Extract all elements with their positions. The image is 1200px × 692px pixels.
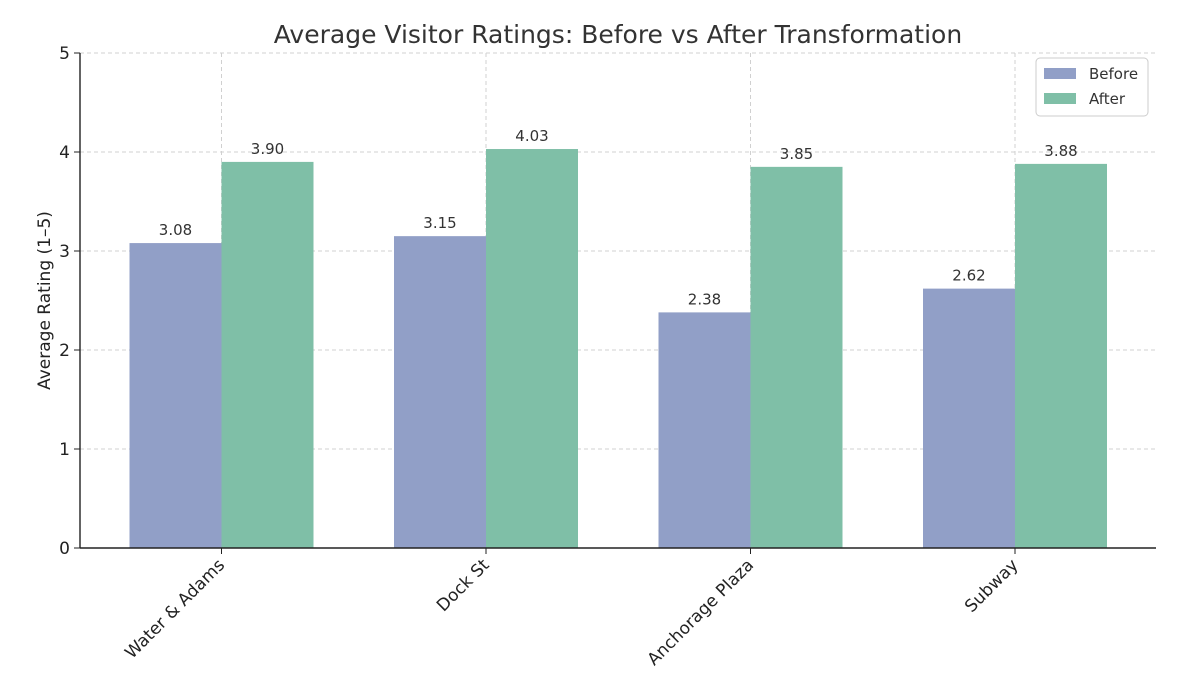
x-tick-label: Water & Adams (121, 555, 229, 663)
x-tick-label: Anchorage Plaza (644, 555, 758, 669)
bar-before-3 (923, 288, 1015, 548)
data-label: 3.88 (1044, 142, 1077, 160)
data-label: 3.90 (251, 140, 284, 158)
legend-swatch-before (1044, 68, 1076, 79)
y-tick-label: 1 (59, 440, 70, 460)
y-tick-label: 3 (59, 242, 70, 262)
bar-before-1 (394, 236, 486, 548)
data-label: 4.03 (515, 127, 548, 145)
bar-after-2 (750, 166, 843, 548)
chart-title: Average Visitor Ratings: Before vs After… (274, 20, 962, 49)
y-tick-label: 4 (59, 143, 70, 163)
bar-after-0 (221, 161, 314, 548)
x-tick-label: Subway (961, 555, 1022, 616)
axes (79, 53, 1156, 549)
y-tick-label: 5 (59, 44, 70, 64)
bar-before-2 (658, 312, 751, 548)
legend-label-after: After (1089, 90, 1126, 108)
data-label: 2.38 (688, 290, 721, 308)
data-label: 3.15 (423, 214, 456, 232)
legend-label-before: Before (1089, 65, 1138, 83)
data-label: 3.08 (159, 221, 192, 239)
data-label: 3.85 (780, 145, 813, 163)
y-tick-label: 2 (59, 341, 70, 361)
data-label: 2.62 (952, 267, 985, 285)
legend-swatch-after (1044, 93, 1076, 104)
y-axis-label: Average Rating (1–5) (35, 211, 55, 390)
bar-before-0 (129, 243, 222, 548)
y-tick-label: 0 (59, 539, 70, 559)
bar-after-3 (1015, 163, 1107, 548)
bars (129, 149, 1107, 548)
legend: Before After (1035, 57, 1149, 117)
data-labels: 3.08 3.15 2.38 2.62 3.90 4.03 3.85 3.88 (159, 127, 1078, 308)
bar-after-1 (486, 149, 578, 548)
x-tick-label: Dock St (433, 555, 494, 616)
